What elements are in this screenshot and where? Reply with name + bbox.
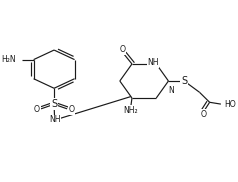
Text: O: O (201, 110, 207, 119)
Text: O: O (68, 105, 74, 114)
Text: S: S (181, 76, 187, 86)
Text: NH: NH (49, 115, 60, 124)
Text: O: O (34, 105, 40, 114)
Text: NH: NH (147, 58, 159, 67)
Text: N: N (168, 86, 174, 95)
Text: O: O (119, 45, 125, 54)
Text: H₂N: H₂N (1, 55, 16, 64)
Text: HO: HO (224, 100, 236, 109)
Text: S: S (51, 99, 57, 109)
Text: NH₂: NH₂ (123, 106, 138, 115)
